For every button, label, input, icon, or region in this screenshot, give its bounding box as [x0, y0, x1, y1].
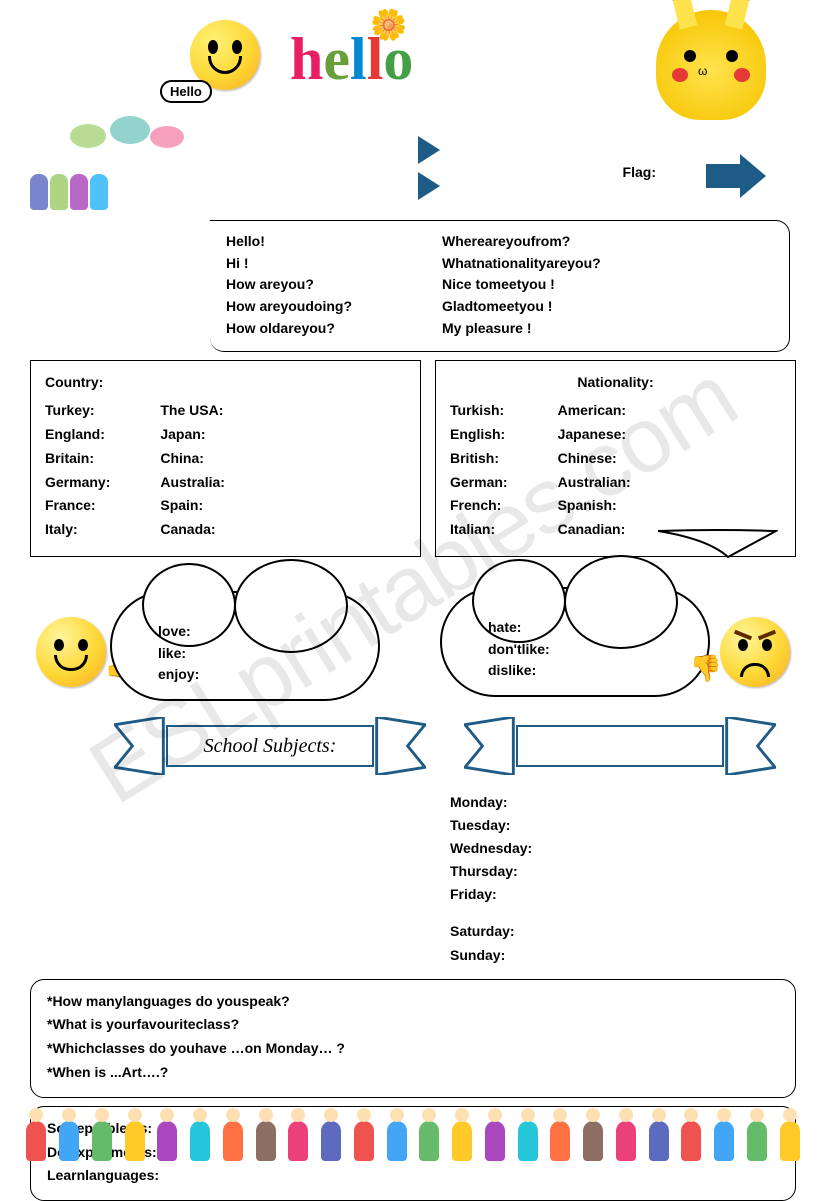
country-panel: Country: Turkey: England: Britain: Germa… [30, 360, 421, 557]
header: Hello hello 🌼 ω [0, 0, 826, 130]
pikachu-icon: ω [656, 10, 766, 120]
footer-kids-icon [0, 1103, 826, 1161]
flag-label: Flag: [623, 164, 656, 180]
arrow-big-icon [706, 154, 766, 198]
country-heading: Country: [45, 371, 406, 395]
thumbs-down-icon: 👎 [690, 653, 722, 684]
ribbon-subjects: School Subjects: [120, 717, 420, 775]
cloud-dislike: hate: don'tlike: dislike: [440, 587, 710, 697]
speech-tail-icon [658, 529, 778, 559]
nationality-col1: Turkish: English: British: German: Frenc… [450, 399, 508, 542]
nationality-col2: American: Japanese: Chinese: Australian:… [558, 399, 631, 542]
country-col1: Turkey: England: Britain: Germany: Franc… [45, 399, 110, 542]
nationality-panel: Nationality: Turkish: English: British: … [435, 360, 796, 557]
country-col2: The USA: Japan: China: Australia: Spain:… [160, 399, 225, 542]
nationality-heading: Nationality: [450, 371, 781, 395]
hello-bubble: Hello [160, 80, 212, 103]
people-icon [30, 130, 180, 210]
ribbon-right-label [516, 725, 724, 767]
clouds-row: 👍 love: like: enjoy: hate: don'tlike: di… [0, 561, 826, 711]
arrow-icon [418, 136, 440, 164]
flower-icon: 🌼 [370, 8, 407, 43]
angry-emoji-icon [720, 617, 790, 687]
ribbons-row: School Subjects: [0, 711, 826, 791]
days-list: Monday: Tuesday: Wednesday: Thursday: Fr… [450, 791, 826, 967]
row-people-flag: Flag: [0, 130, 826, 220]
greetings-box: Hello! Hi ! How areyou? How areyoudoing?… [210, 220, 790, 352]
country-nationality-row: Country: Turkey: England: Britain: Germa… [30, 360, 796, 557]
happy-emoji-icon [36, 617, 106, 687]
ribbon-blank [470, 717, 770, 775]
arrow-icon [418, 172, 440, 200]
cloud-like: love: like: enjoy: [110, 591, 380, 701]
ribbon-left-label: School Subjects: [166, 725, 374, 767]
greetings-col2: Whereareyoufrom? Whatnationalityareyou? … [442, 231, 601, 339]
questions-box: *How manylanguages do youspeak? *What is… [30, 979, 796, 1098]
greetings-col1: Hello! Hi ! How areyou? How areyoudoing?… [226, 231, 352, 339]
